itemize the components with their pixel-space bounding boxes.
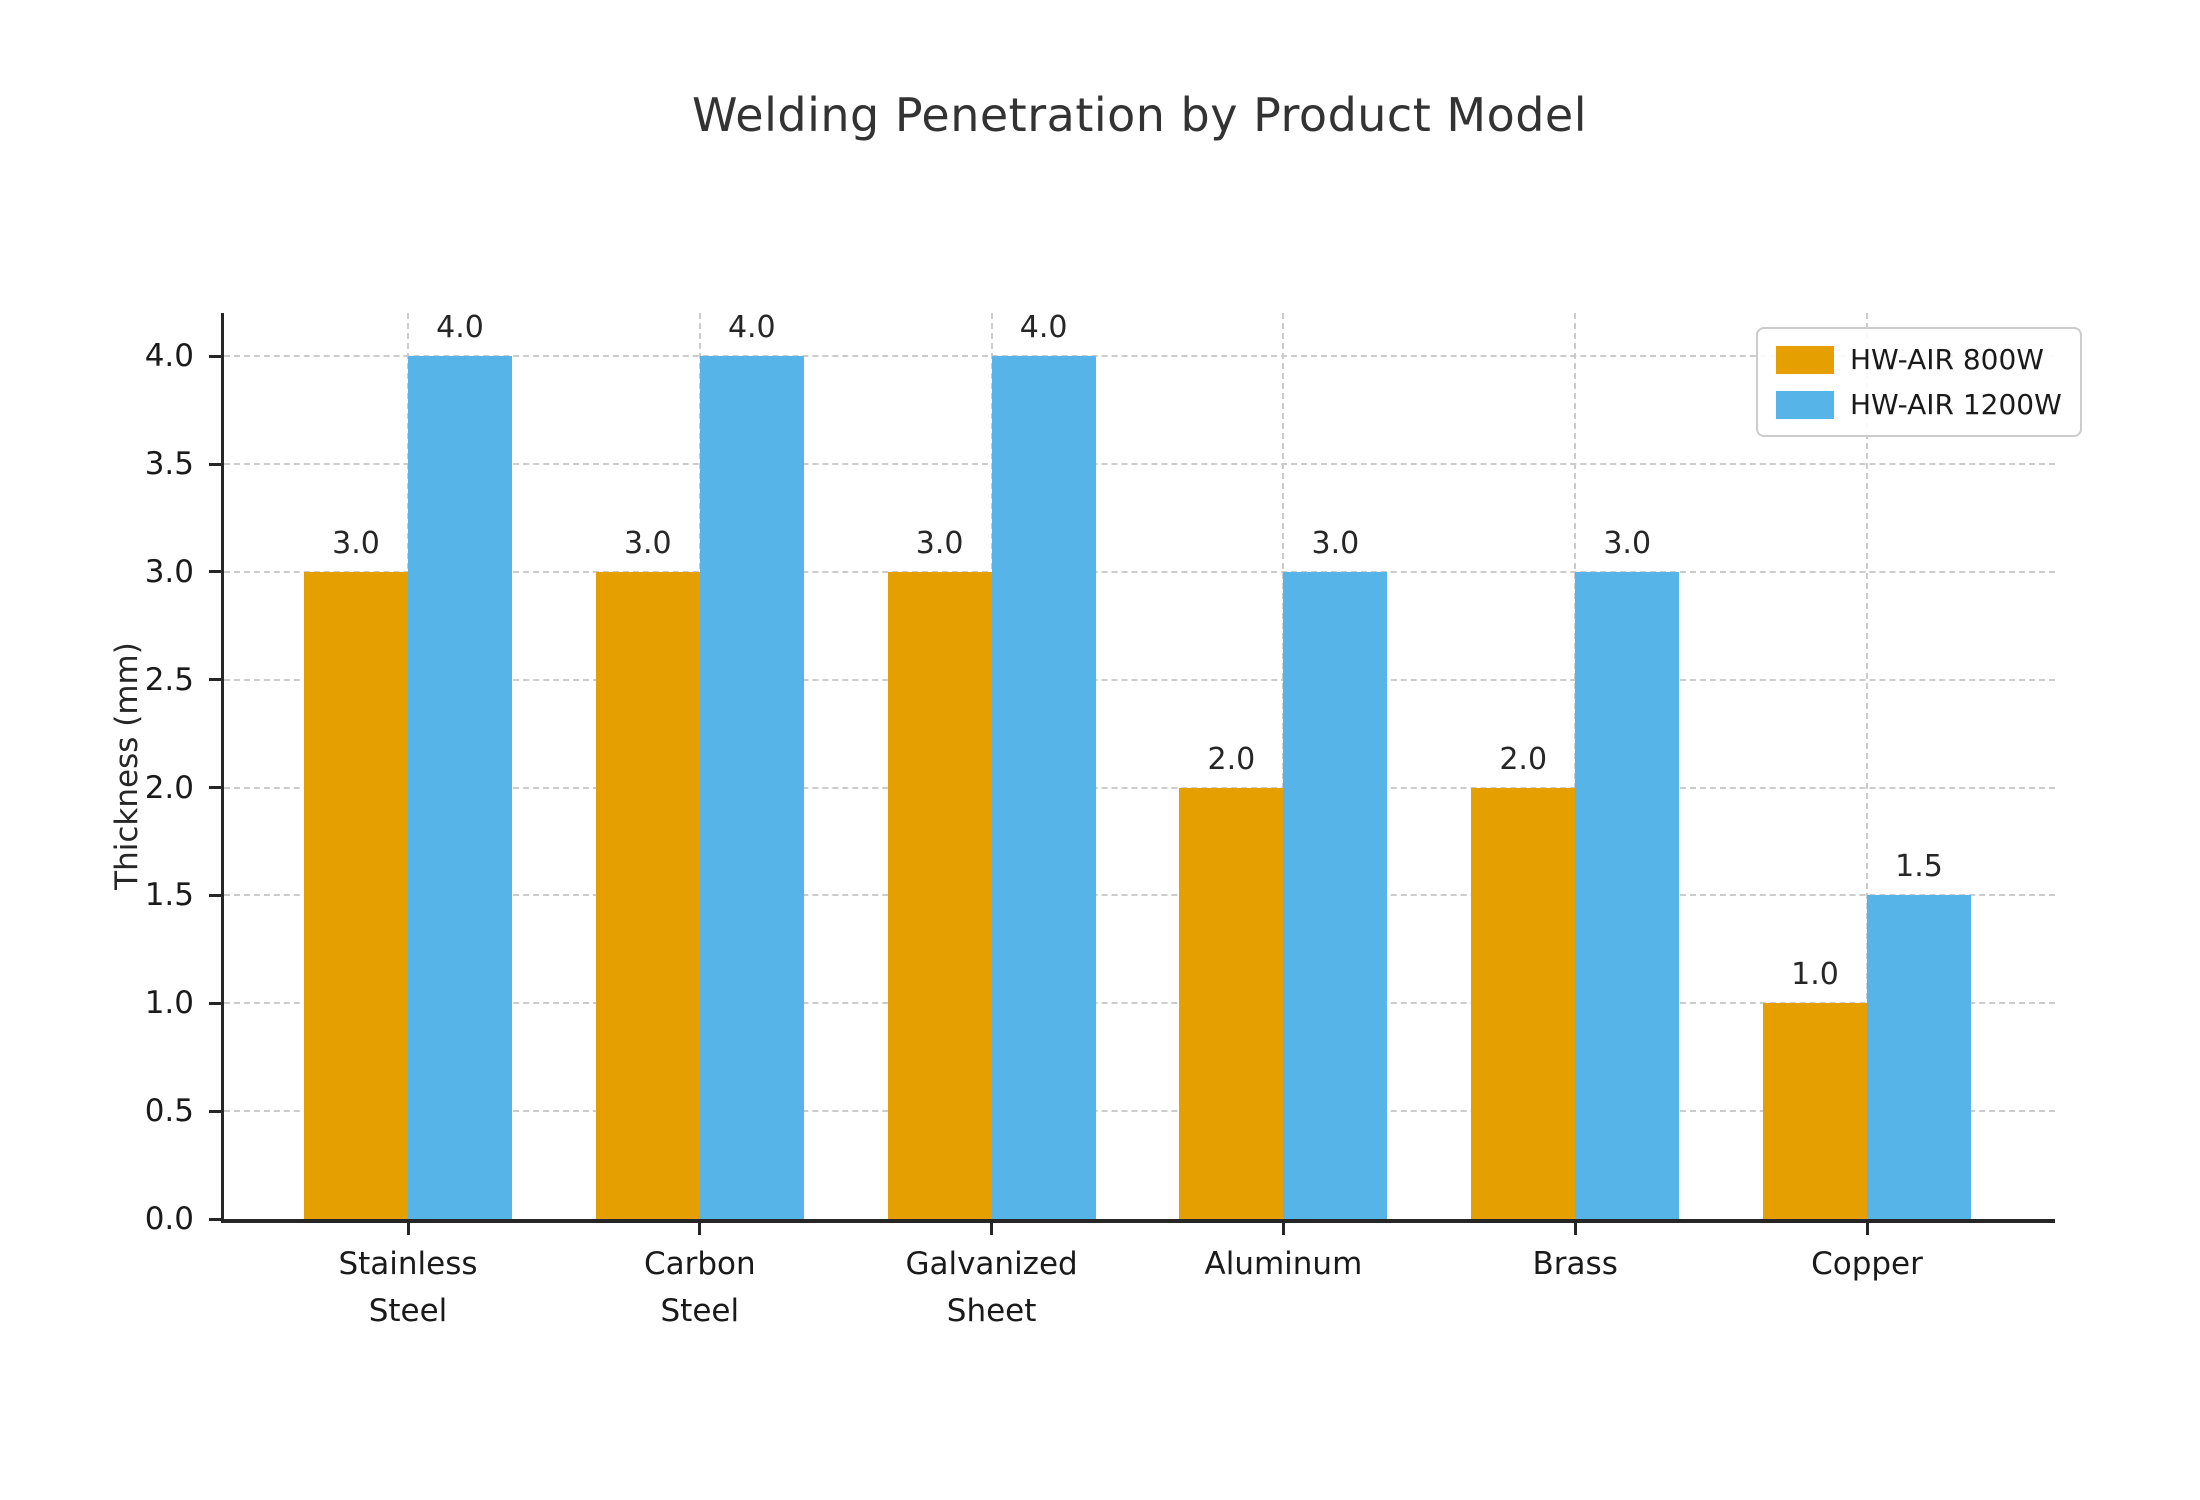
x-gridline	[1866, 313, 1868, 1219]
x-tick-mark	[406, 1222, 410, 1235]
bar-hw-air-1200w	[991, 356, 1096, 1219]
x-tick-mark	[990, 1222, 994, 1235]
y-tick-label: 3.5	[144, 446, 194, 482]
y-tick-label: 0.5	[144, 1093, 194, 1130]
legend-row: HW-AIR 800W	[1776, 343, 2062, 376]
y-tick-label: 3.0	[144, 553, 194, 590]
value-label: 1.5	[1895, 849, 1943, 885]
y-tick-mark	[208, 786, 221, 790]
value-label: 3.0	[332, 525, 380, 561]
y-axis-spine	[220, 313, 224, 1223]
y-tick-label: 1.5	[144, 877, 194, 914]
y-tick-mark	[208, 1217, 221, 1221]
y-tick-label: 0.0	[144, 1201, 194, 1237]
y-tick-mark	[208, 570, 221, 574]
legend-swatch-icon	[1776, 390, 1834, 419]
x-tick-mark	[1865, 1222, 1869, 1235]
y-tick-label: 4.0	[144, 338, 194, 375]
y-tick-mark	[208, 893, 221, 897]
y-tick-mark	[208, 354, 221, 358]
legend-label: HW-AIR 1200W	[1850, 388, 2062, 421]
bar-hw-air-800w	[1763, 1003, 1867, 1219]
bar-hw-air-800w	[304, 571, 408, 1219]
legend-swatch-icon	[1776, 345, 1834, 374]
value-label: 4.0	[727, 310, 776, 346]
y-gridline	[224, 355, 2055, 358]
y-tick-label: 2.0	[144, 769, 194, 806]
bar-hw-air-1200w	[1867, 895, 1971, 1219]
legend: HW-AIR 800W HW-AIR 1200W	[1756, 327, 2082, 437]
x-tick-label: Carbon Steel	[643, 1246, 756, 1329]
y-gridline	[224, 678, 2055, 681]
y-gridline	[224, 463, 2055, 465]
value-label: 1.0	[1791, 957, 1839, 993]
plot-area: 3.0 3.0 3.0 2.0 2.0 1.0 4.0 4.0 4.0 3.0 3.0 1.5 0.0…	[145, 310, 2082, 1329]
y-tick-label: 1.0	[144, 985, 194, 1022]
value-label: 4.0	[1019, 310, 1068, 346]
x-tick-label: Galvanized Sheet	[905, 1246, 1078, 1329]
x-tick-label: Brass	[1532, 1246, 1618, 1282]
bar-hw-air-800w	[1179, 787, 1284, 1219]
x-tick-mark	[1281, 1222, 1285, 1235]
y-gridline	[224, 1110, 2055, 1113]
bar-hw-air-800w	[1471, 787, 1576, 1219]
x-tick-label: Stainless Steel	[338, 1246, 478, 1329]
bar-hw-air-1200w	[699, 356, 804, 1219]
x-axis-spine	[220, 1219, 2055, 1223]
y-gridline	[224, 894, 2055, 897]
value-label: 3.0	[1311, 525, 1360, 561]
bar-hw-air-1200w	[1575, 571, 1680, 1219]
y-tick-mark	[208, 462, 221, 466]
legend-label: HW-AIR 800W	[1850, 343, 2044, 376]
x-tick-label: Aluminum	[1204, 1246, 1363, 1282]
bar-hw-air-800w	[595, 571, 700, 1219]
value-label: 2.0	[1207, 741, 1256, 777]
value-label: 3.0	[623, 525, 672, 561]
x-tick-mark	[698, 1222, 702, 1235]
value-label: 3.0	[1603, 525, 1652, 561]
y-tick-label: 2.5	[144, 661, 194, 698]
y-tick-mark	[208, 1001, 221, 1005]
y-gridline	[224, 786, 2055, 789]
value-label: 2.0	[1499, 741, 1548, 777]
bar-hw-air-1200w	[1283, 571, 1388, 1219]
legend-row: HW-AIR 1200W	[1776, 388, 2062, 421]
y-tick-mark	[208, 678, 221, 682]
bar-hw-air-800w	[887, 571, 992, 1219]
chart-title: Welding Penetration by Product Model	[692, 88, 1587, 142]
x-tick-mark	[1573, 1222, 1577, 1235]
x-tick-label: Copper	[1811, 1246, 1923, 1282]
y-gridline	[224, 1002, 2055, 1005]
value-label: 3.0	[915, 525, 964, 561]
bar-hw-air-1200w	[408, 356, 512, 1219]
y-tick-mark	[208, 1109, 221, 1113]
value-label: 4.0	[436, 310, 484, 346]
y-gridline	[224, 570, 2055, 573]
